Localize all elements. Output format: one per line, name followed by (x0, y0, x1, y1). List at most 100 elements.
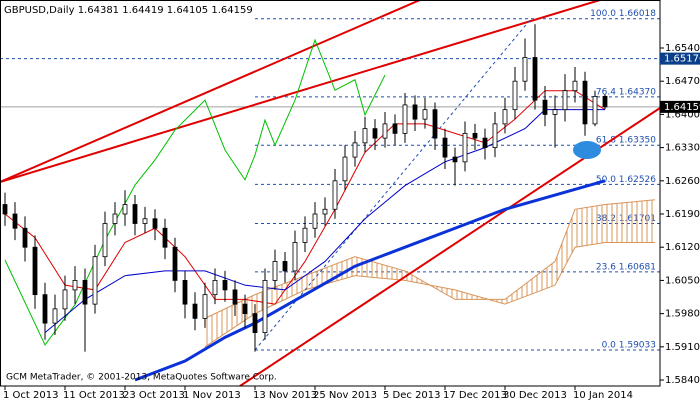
candle-body (322, 208, 328, 215)
indicator-line (4, 38, 386, 346)
y-tick-label: 1.63300 (665, 143, 700, 154)
x-tick-label: 5 Dec 2013 (383, 390, 441, 401)
candle-body (242, 303, 248, 315)
candle-body (562, 90, 568, 111)
candle-body (132, 204, 138, 224)
candle-body (142, 218, 148, 224)
trend-line (0, 0, 421, 183)
candle-body (512, 80, 518, 111)
candle-body (162, 227, 168, 248)
candle-body (262, 280, 268, 333)
trend-line (0, 0, 601, 183)
x-tick-label: 17 Dec 2013 (443, 390, 507, 401)
x-tick-label: 30 Dec 2013 (503, 390, 567, 401)
candle-body (2, 204, 8, 215)
x-tick-label: 11 Oct 2013 (63, 390, 125, 401)
price-mark-box (660, 52, 700, 65)
candle-body (432, 109, 438, 139)
indicator-line (44, 109, 605, 333)
candle-body (282, 261, 288, 272)
cloud (205, 199, 655, 347)
candle-body (352, 142, 358, 158)
candle-body (332, 180, 338, 210)
candle-body (252, 313, 258, 333)
candle-body (102, 223, 108, 258)
x-tick-label: 13 Nov 2013 (253, 390, 317, 401)
price-mark-label: 1.64159 (664, 102, 700, 113)
highlight-ellipse (573, 141, 601, 159)
candle-body (412, 104, 418, 120)
candle-body (502, 109, 508, 125)
x-tick-label: 1 Oct 2013 (3, 390, 58, 401)
candle-body (272, 261, 278, 281)
under-layer: 100.0 1.66018 76.4 1.64370 61.8 1.63350 50.… (0, 9, 660, 351)
candle-body (212, 280, 218, 296)
candle-body (452, 156, 458, 163)
candle-body (402, 104, 408, 134)
candle-body (232, 289, 238, 305)
last-close: 1.64159 (211, 5, 252, 16)
candle-body (182, 280, 188, 305)
last-high: 1.64419 (122, 5, 163, 16)
x-tick-label: 25 Nov 2013 (313, 390, 377, 401)
cloud-edge (204, 199, 656, 319)
y-tick-label: 1.59100 (665, 342, 700, 353)
candle-body (542, 99, 548, 115)
x-tick-label: 23 Oct 2013 (123, 390, 185, 401)
candle-body (392, 123, 398, 134)
candle-body (62, 289, 68, 310)
last-open: 1.64381 (78, 5, 119, 16)
y-tick-label: 1.61900 (665, 209, 700, 220)
fib-label: 76.4 1.64370 (596, 87, 656, 97)
candle-body (602, 95, 608, 108)
x-tick-label: 1 Nov 2013 (183, 390, 241, 401)
fib-label: 100.0 1.66018 (590, 9, 656, 19)
candle-body (522, 57, 528, 82)
indicator-line (134, 179, 606, 382)
fib-label: 23.6 1.60681 (596, 262, 656, 272)
candle-body (172, 246, 178, 281)
y-tick-label: 1.61200 (665, 242, 700, 253)
candle-body (22, 227, 28, 248)
candle-body (82, 280, 88, 305)
price-mark-box (660, 100, 700, 113)
candle-body (532, 57, 538, 101)
candle-body (492, 123, 498, 149)
candle-body (12, 213, 18, 229)
candle-body (32, 246, 38, 296)
candle-body (122, 204, 128, 215)
candle-body (442, 137, 448, 158)
candle-body (462, 132, 468, 163)
axes-layer: 1.65400 1.64700 1.64000 1.63300 1.62600 1.619… (3, 43, 700, 401)
candle-body (382, 123, 388, 139)
candle-body (202, 294, 208, 319)
candle-body (192, 303, 198, 319)
copyright: GCM MetaTrader, © 2001-2013, MetaQuotes … (6, 373, 277, 383)
price-mark-label: 1.65176 (664, 54, 700, 65)
plot-border (0, 0, 661, 387)
fib-label: 61.8 1.63350 (596, 136, 656, 146)
candle-body (362, 128, 368, 144)
candle-body (422, 109, 428, 120)
y-tick-label: 1.59800 (665, 309, 700, 320)
y-tick-label: 1.65400 (665, 43, 700, 54)
candle-body (552, 109, 558, 115)
candle-body (42, 294, 48, 324)
y-tick-label: 1.62600 (665, 176, 700, 187)
candle-body (292, 242, 298, 272)
candle-body (302, 227, 308, 243)
candle-body (92, 256, 98, 305)
candle-body (372, 128, 378, 139)
candle-body (112, 213, 118, 224)
y-tick-label: 1.64000 (665, 109, 700, 120)
y-tick-label: 1.64700 (665, 76, 700, 87)
last-low: 1.64105 (167, 5, 208, 16)
plot-area: 100.0 1.66018 76.4 1.64370 61.8 1.63350 50.… (0, 0, 660, 386)
candle-body (592, 95, 598, 125)
y-tick-label: 1.60500 (665, 275, 700, 286)
x-tick-label: 10 Jan 2014 (573, 390, 633, 401)
candle-body (482, 137, 488, 149)
cloud-edge (204, 241, 655, 348)
